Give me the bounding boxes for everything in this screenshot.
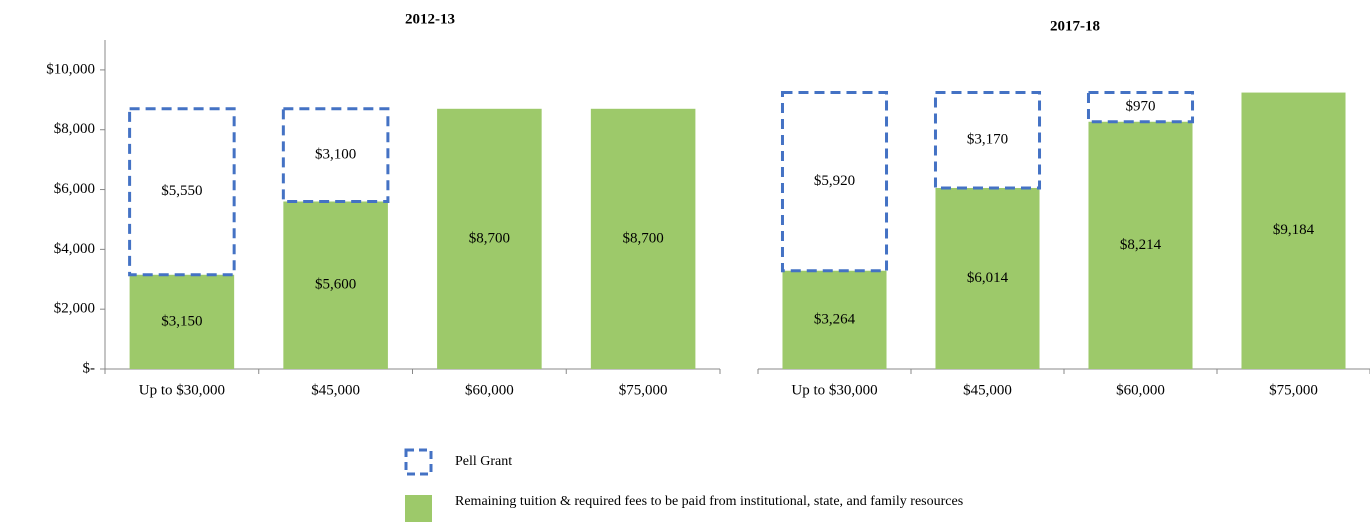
data-label: $5,600 <box>315 277 356 293</box>
chart-title: 2012-13 <box>405 11 455 27</box>
pell-segment <box>281 107 390 204</box>
y-tick-label: $4,000 <box>54 241 95 257</box>
legend-swatch <box>405 495 432 522</box>
data-label: $5,920 <box>814 173 855 189</box>
bar-segment <box>935 187 1040 369</box>
bar-segment <box>590 108 696 370</box>
data-label: $8,700 <box>623 230 664 246</box>
legend-swatch <box>404 448 433 476</box>
legend-label: Remaining tuition & required fees to be … <box>455 494 964 509</box>
pell-segment <box>933 91 1042 190</box>
y-tick-label: $2,000 <box>54 301 95 317</box>
x-tick-label: Up to $30,000 <box>791 382 877 398</box>
bar-segment <box>1241 92 1346 370</box>
data-label: $5,550 <box>161 183 202 199</box>
x-tick-label: $75,000 <box>1269 382 1318 398</box>
x-tick-label: $45,000 <box>963 382 1012 398</box>
chart-title: 2017-18 <box>1050 18 1100 34</box>
bar-segment <box>437 108 542 370</box>
x-tick-label: Up to $30,000 <box>139 382 225 398</box>
data-label: $3,150 <box>161 313 202 329</box>
y-tick-label: $10,000 <box>46 61 95 77</box>
x-tick-label: $60,000 <box>465 382 514 398</box>
data-label: $8,214 <box>1120 237 1162 253</box>
pell-segment <box>128 107 236 277</box>
legend-label: Pell Grant <box>455 454 513 469</box>
pell-segment <box>1086 91 1195 124</box>
x-tick-label: $60,000 <box>1116 382 1165 398</box>
data-label: $9,184 <box>1273 222 1315 238</box>
data-label: $3,170 <box>967 132 1008 148</box>
bar-segment <box>1088 121 1193 369</box>
data-label: $6,014 <box>967 270 1009 286</box>
x-tick-label: $45,000 <box>311 382 360 398</box>
data-label: $3,100 <box>315 147 356 163</box>
bar-segment <box>283 201 388 369</box>
x-tick-label: $75,000 <box>619 382 668 398</box>
y-tick-label: $6,000 <box>54 181 95 197</box>
bar-segment <box>782 270 887 369</box>
y-tick-label: $8,000 <box>54 121 95 137</box>
data-label: $8,700 <box>469 230 510 246</box>
data-label: $970 <box>1126 99 1156 115</box>
data-label: $3,264 <box>814 311 856 327</box>
bar-segment <box>129 274 235 369</box>
y-tick-label: $- <box>83 360 96 376</box>
pell-segment <box>780 91 889 273</box>
